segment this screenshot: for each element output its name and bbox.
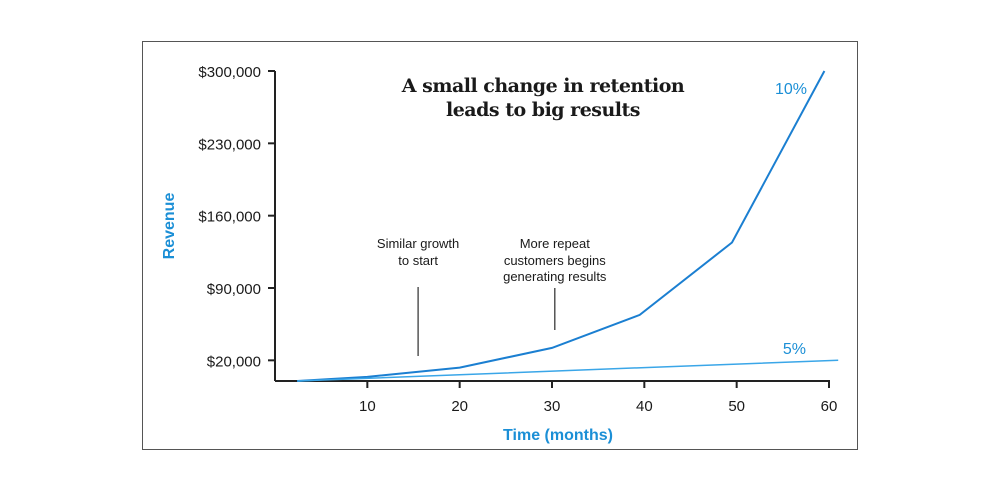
y-axis-label: Revenue bbox=[161, 193, 178, 260]
annotation-text: More repeat bbox=[520, 236, 590, 251]
annotation-text: to start bbox=[398, 253, 438, 268]
y-tick-label: $300,000 bbox=[198, 64, 261, 81]
chart-frame bbox=[142, 41, 858, 450]
chart-title-line-2: leads to big results bbox=[446, 99, 640, 121]
series-line-10% bbox=[297, 70, 826, 382]
x-tick-label: 50 bbox=[728, 398, 745, 415]
x-tick-label: 30 bbox=[544, 398, 561, 415]
y-tick-label: $90,000 bbox=[207, 281, 261, 298]
series-label: 10% bbox=[775, 81, 807, 98]
x-axis-label: Time (months) bbox=[503, 427, 613, 444]
x-tick-label: 40 bbox=[636, 398, 653, 415]
chart-title-line-1: A small change in retention bbox=[401, 75, 685, 97]
annotation-text: generating results bbox=[503, 269, 607, 284]
series-line-5% bbox=[297, 359, 839, 382]
x-tick-label: 10 bbox=[359, 398, 376, 415]
y-tick-label: $160,000 bbox=[198, 209, 261, 226]
x-tick-label: 60 bbox=[821, 398, 838, 415]
x-tick-label: 20 bbox=[451, 398, 468, 415]
annotation-text: customers begins bbox=[504, 253, 606, 268]
annotation-text: Similar growth bbox=[377, 236, 459, 251]
y-tick-label: $230,000 bbox=[198, 136, 261, 153]
series-label: 5% bbox=[783, 341, 806, 358]
y-tick-label: $20,000 bbox=[207, 353, 261, 370]
